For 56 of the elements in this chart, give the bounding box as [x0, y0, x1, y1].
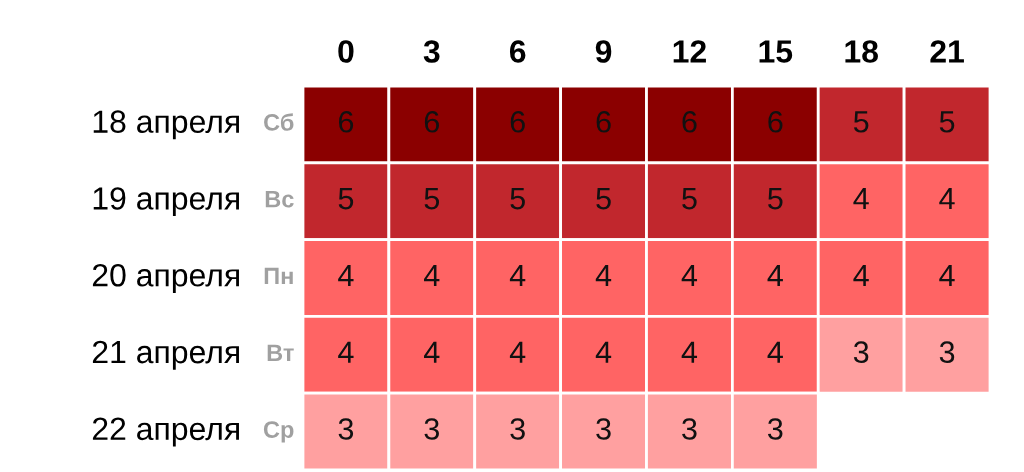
data-label: 4 [424, 341, 440, 363]
data-label: 4 [767, 341, 783, 363]
data-label: 5 [510, 188, 525, 210]
data-label: 4 [853, 264, 869, 286]
x-tick-label: 12 [673, 40, 706, 63]
data-label: 5 [596, 188, 611, 210]
data-label: 4 [681, 341, 698, 363]
data-label: 4 [767, 264, 783, 286]
data-label: 5 [768, 188, 783, 210]
y-tick-label: 20 апреля [92, 263, 239, 293]
data-label: 5 [939, 111, 955, 133]
data-label: 3 [682, 418, 697, 440]
y-tick-label: 22 апреля [92, 417, 239, 447]
data-label: 6 [338, 110, 354, 133]
y2-tick-label: Вс [265, 191, 294, 208]
data-label: 5 [338, 188, 354, 210]
x-tick-label: 21 [930, 40, 964, 63]
data-label: 6 [424, 110, 439, 133]
data-label: 5 [682, 188, 697, 210]
data-label: 4 [939, 264, 955, 286]
data-label: 4 [509, 264, 526, 286]
x-tick-label: 6 [509, 40, 526, 63]
data-label: 5 [853, 111, 869, 133]
data-label: 3 [596, 418, 611, 440]
data-label: 6 [510, 110, 525, 133]
data-label: 3 [338, 418, 354, 440]
y-tick-label: 18 апреля [93, 110, 239, 140]
data-label: 4 [338, 264, 354, 286]
data-label: 6 [596, 110, 611, 133]
data-label: 4 [681, 264, 698, 286]
y-tick-label: 21 апреля [92, 340, 239, 370]
x-tick-label: 9 [595, 40, 612, 63]
data-label: 4 [853, 188, 869, 210]
data-label: 3 [853, 341, 869, 363]
data-label: 3 [767, 418, 783, 440]
data-label: 6 [682, 110, 697, 133]
y-tick-label: 19 апреля [93, 187, 239, 217]
data-label: 3 [939, 341, 955, 363]
data-label: 5 [424, 188, 440, 210]
y2-tick-label: Ср [263, 421, 294, 443]
data-label: 6 [768, 110, 783, 133]
x-tick-label: 3 [423, 40, 440, 63]
data-label: 4 [595, 341, 612, 363]
y2-tick-label: Сб [264, 113, 294, 131]
y2-tick-label: Пн [264, 267, 293, 285]
x-tick-label: 18 [845, 40, 878, 63]
data-label: 4 [509, 341, 526, 363]
x-tick-label: 0 [338, 40, 354, 63]
data-label: 4 [939, 188, 955, 210]
data-label: 3 [510, 418, 525, 440]
data-label: 4 [338, 341, 354, 363]
data-label: 4 [424, 264, 440, 286]
y2-tick-label: Вт [267, 344, 294, 361]
data-label: 4 [595, 264, 612, 286]
data-label: 3 [424, 418, 439, 440]
x-tick-label: 15 [759, 40, 793, 63]
